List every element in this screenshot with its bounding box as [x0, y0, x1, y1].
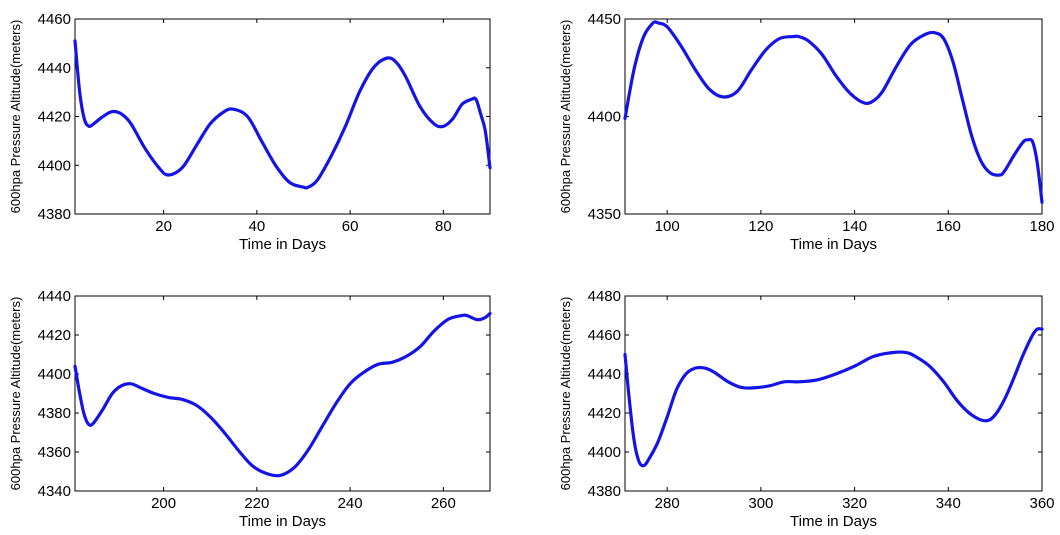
y-tick-label: 4420	[38, 327, 71, 344]
x-tick-label: 200	[151, 495, 176, 512]
chart-panel-4: 280 300 320 340 360 4380 4400 4420 4440 4460 4480 T…	[558, 288, 1055, 530]
series-line	[73, 39, 492, 190]
axes-frame	[624, 295, 1043, 492]
y-tick-label: 4380	[38, 405, 71, 422]
y-tick-label: 4380	[38, 206, 71, 223]
y-tick-label: 4400	[38, 157, 71, 174]
x-axis-label: Time in Days	[790, 236, 877, 253]
y-tick-label: 4440	[38, 60, 71, 77]
x-tick-label: 280	[655, 495, 680, 512]
axes-frame	[624, 18, 1043, 215]
x-tick-label: 300	[748, 495, 773, 512]
y-tick-label: 4340	[38, 483, 71, 500]
x-tick-label: 220	[244, 495, 269, 512]
x-axis-label: Time in Days	[790, 513, 877, 530]
x-tick-label: 320	[842, 495, 867, 512]
y-axis-label: 600hpa Pressure Altitude(meters)	[558, 20, 573, 214]
y-axis-label: 600hpa Pressure Altitude(meters)	[558, 297, 573, 491]
y-tick-label: 4440	[588, 366, 621, 383]
x-tick-label: 160	[936, 218, 961, 235]
y-tick-label: 4480	[588, 288, 621, 305]
x-tick-label: 340	[936, 495, 961, 512]
series-line	[623, 327, 1044, 468]
y-tick-label: 4400	[38, 366, 71, 383]
y-axis-label: 600hpa Pressure Altitude(meters)	[8, 20, 23, 214]
x-tick-label: 20	[155, 218, 172, 235]
y-tick-label: 4360	[38, 444, 71, 461]
x-tick-label: 180	[1029, 218, 1054, 235]
series-line	[623, 20, 1044, 204]
x-axis-label: Time in Days	[239, 513, 326, 530]
x-tick-label: 40	[249, 218, 266, 235]
y-tick-label: 4400	[588, 444, 621, 461]
x-tick-label: 260	[431, 495, 456, 512]
y-tick-label: 4350	[588, 206, 621, 223]
y-tick-label: 4380	[588, 483, 621, 500]
y-axis-label: 600hpa Pressure Altitude(meters)	[8, 297, 23, 491]
chart-panel-1: 20 40 60 80 4380 4400 4420 4440 4460 Time in Days…	[8, 11, 492, 253]
y-tick-label: 4400	[588, 109, 621, 126]
y-tick-label: 4420	[588, 405, 621, 422]
x-tick-label: 100	[655, 218, 680, 235]
chart-panel-2: 100 120 140 160 180 4350 4400 4450 Time in Days 6…	[558, 11, 1055, 253]
x-tick-label: 360	[1029, 495, 1054, 512]
series-line	[73, 311, 492, 478]
y-tick-label: 4460	[38, 11, 71, 28]
axes-frame	[74, 295, 491, 492]
y-tick-label: 4460	[588, 327, 621, 344]
x-tick-label: 60	[342, 218, 359, 235]
x-tick-label: 120	[748, 218, 773, 235]
y-tick-label: 4450	[588, 11, 621, 28]
x-tick-label: 240	[338, 495, 363, 512]
chart-panel-3: 200 220 240 260 4340 4360 4380 4400 4420 4440 Time…	[8, 288, 492, 530]
y-tick-label: 4420	[38, 109, 71, 126]
y-tick-label: 4440	[38, 288, 71, 305]
x-tick-label: 140	[842, 218, 867, 235]
x-tick-label: 80	[435, 218, 452, 235]
x-axis-label: Time in Days	[239, 236, 326, 253]
